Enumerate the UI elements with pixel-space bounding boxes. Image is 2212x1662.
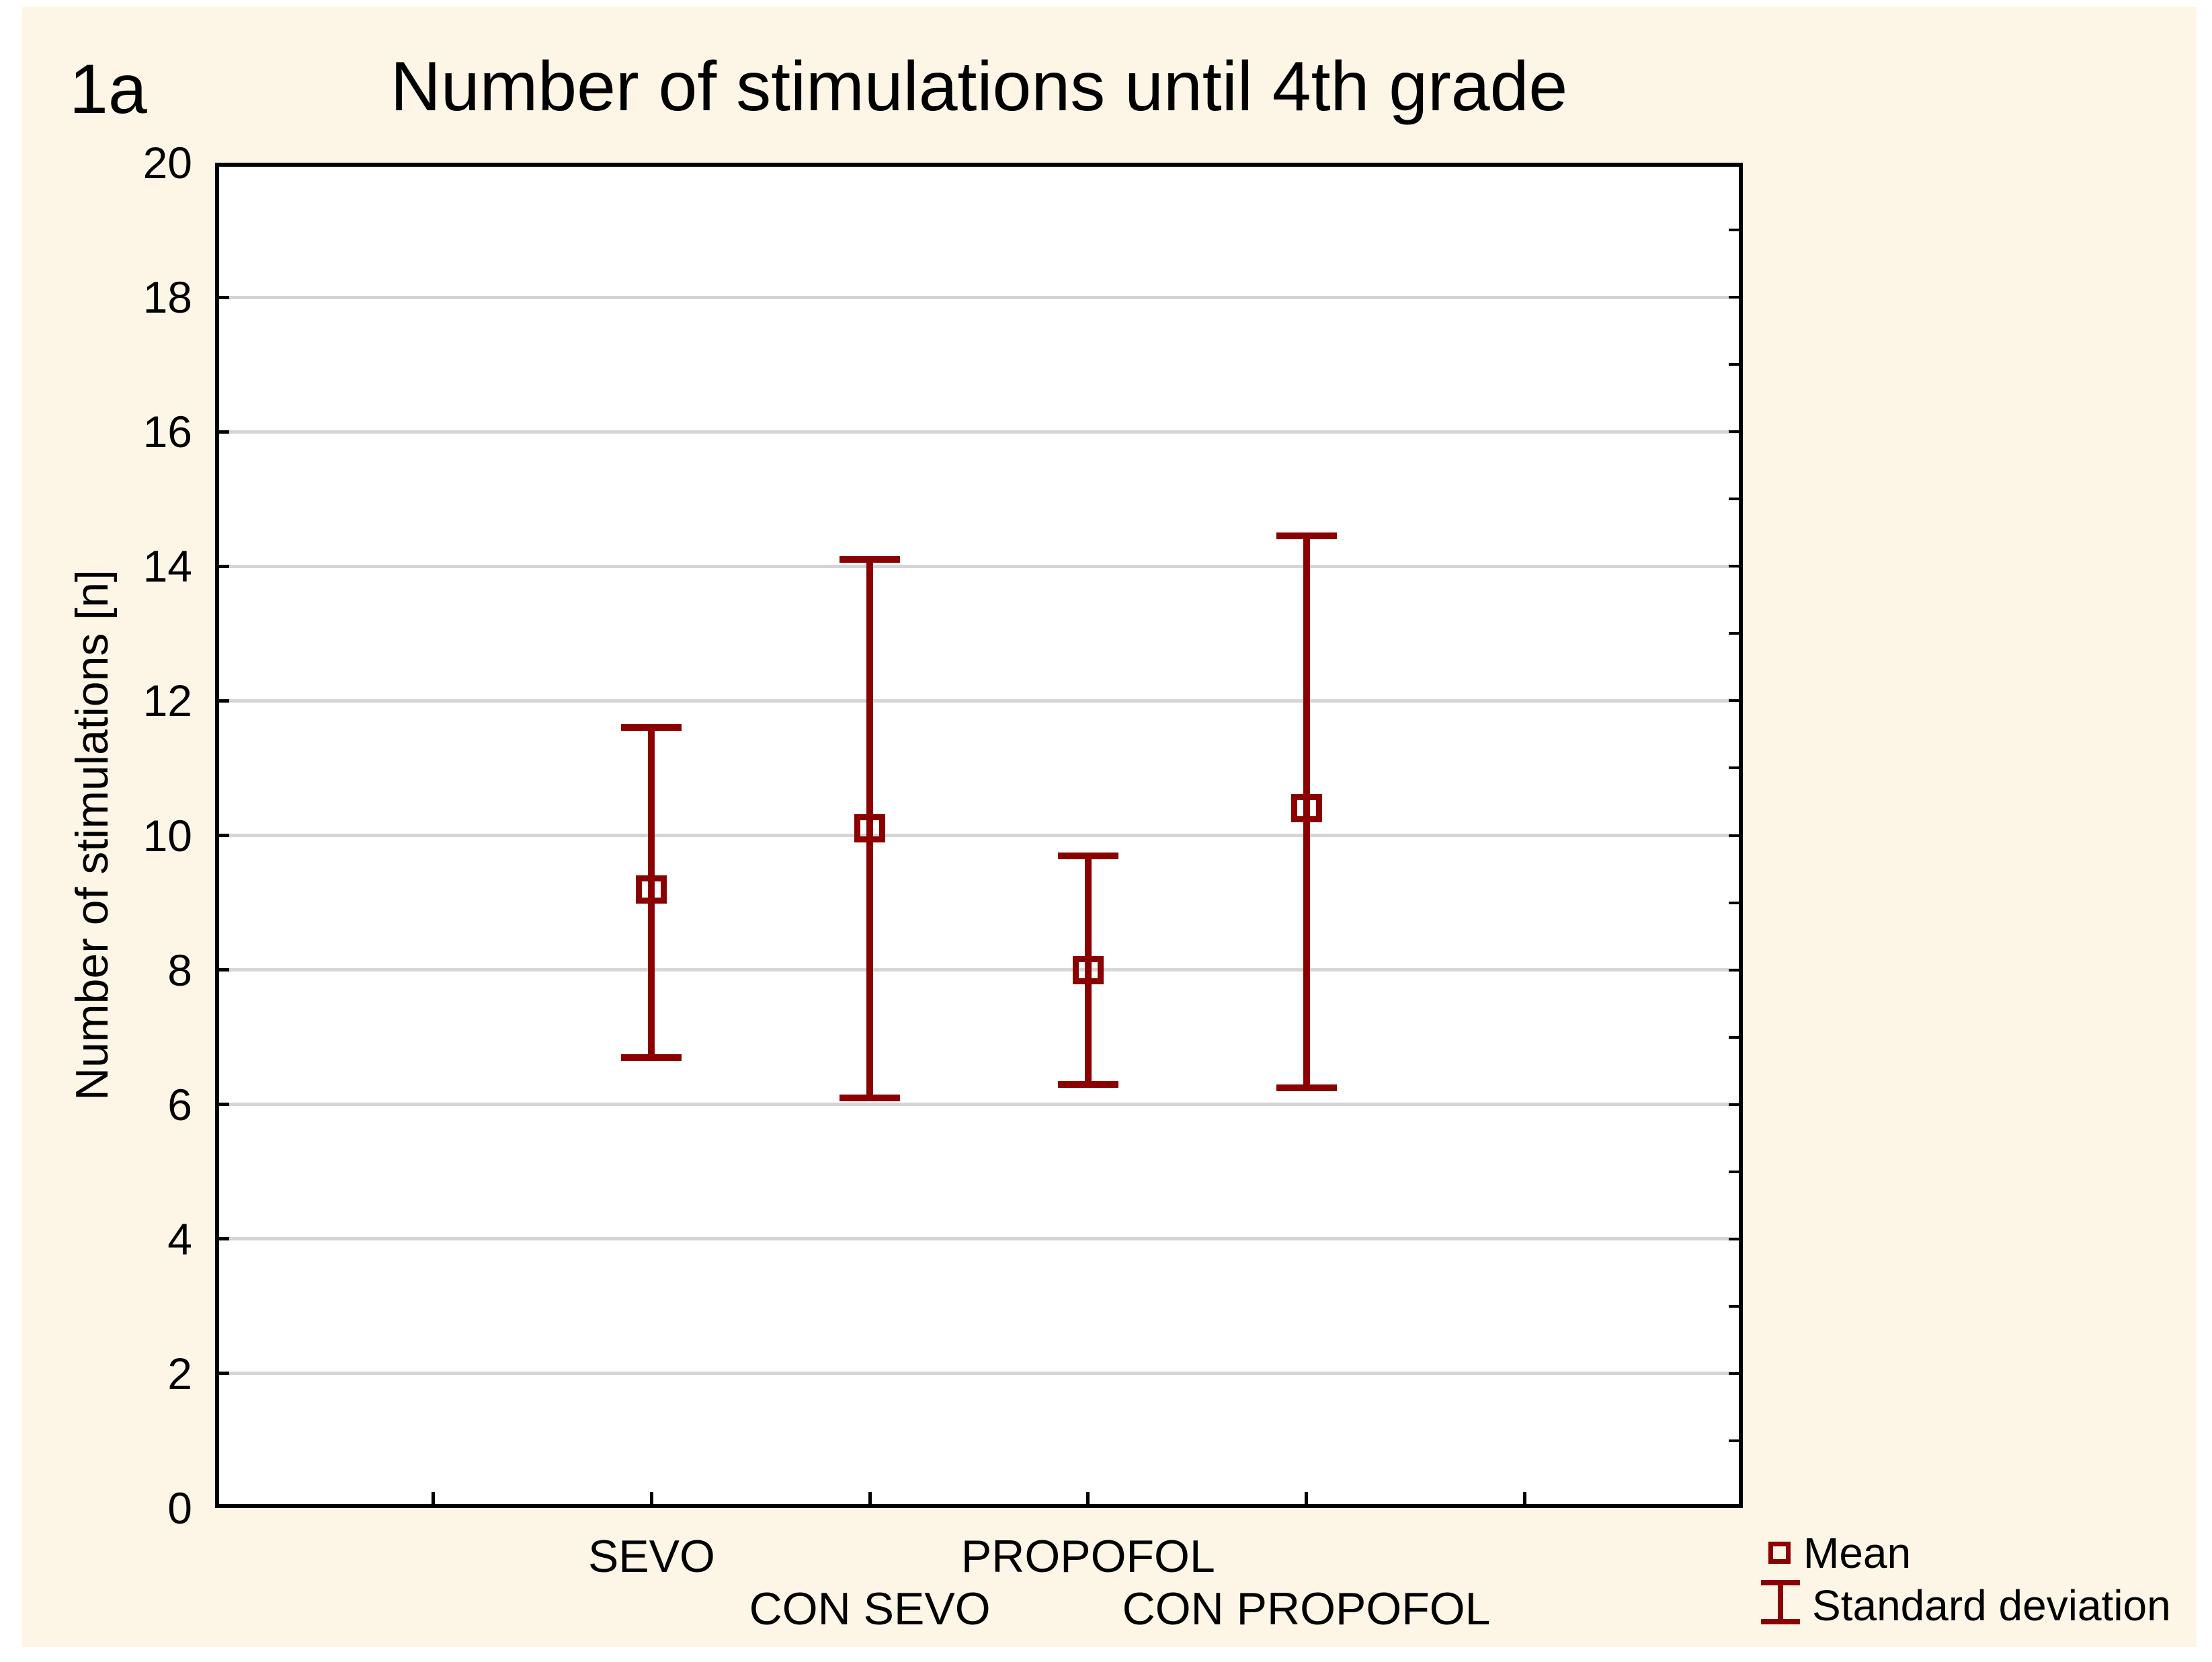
sd-cap-top — [1276, 532, 1337, 540]
y-tick-label: 0 — [167, 1483, 192, 1533]
y-tick-label: 4 — [167, 1214, 192, 1264]
sd-line — [866, 561, 874, 1096]
y-axis-minor-tick-right — [1729, 968, 1739, 972]
y-axis-tick — [219, 430, 229, 434]
x-axis-tick — [649, 1492, 653, 1504]
sd-cap-bottom — [1276, 1084, 1337, 1091]
gridline — [219, 1372, 1739, 1376]
figure-label: 1a — [69, 50, 147, 128]
y-axis-minor-tick-right — [1729, 1304, 1739, 1308]
sd-cap-bottom — [839, 1094, 901, 1101]
sd-line — [1303, 538, 1310, 1086]
y-axis-minor-tick-right — [1729, 229, 1739, 232]
y-tick-label: 14 — [142, 541, 192, 592]
gridline — [219, 699, 1739, 703]
x-category-label: CON PROPOFOL — [1122, 1583, 1491, 1634]
y-axis-tick — [219, 1103, 229, 1107]
error-bar-con-propofol — [1276, 532, 1337, 1091]
y-axis-tick — [219, 564, 229, 568]
x-axis-tick — [1522, 1492, 1526, 1504]
y-axis-tick — [219, 1372, 229, 1376]
y-tick-label: 6 — [167, 1079, 192, 1130]
legend-error-bar-icon — [1761, 1580, 1800, 1624]
x-axis-tick — [1305, 1492, 1309, 1504]
gridline — [219, 564, 1739, 568]
y-tick-label: 16 — [142, 407, 192, 457]
error-bar-propofol — [1057, 852, 1118, 1088]
gridline — [219, 295, 1739, 299]
error-bar-con-sevo — [839, 556, 901, 1101]
gridline — [219, 1237, 1739, 1241]
y-axis-tick — [219, 968, 229, 972]
y-tick-label: 20 — [142, 138, 192, 188]
y-axis-minor-tick-right — [1729, 1439, 1739, 1442]
y-tick-label: 12 — [142, 676, 192, 726]
x-axis-tick — [432, 1492, 436, 1504]
gridline — [219, 1103, 1739, 1107]
gridline — [219, 430, 1739, 434]
x-category-label: PROPOFOL — [960, 1531, 1215, 1582]
y-tick-label: 2 — [167, 1348, 192, 1398]
y-axis-minor-tick-right — [1729, 1372, 1739, 1375]
legend-mean-marker-icon — [1768, 1542, 1791, 1564]
y-axis-tick — [219, 1237, 229, 1241]
sd-cap-top — [839, 556, 901, 563]
x-category-label: CON SEVO — [749, 1583, 991, 1634]
sd-cap-top — [621, 724, 682, 731]
legend-mean-label: Mean — [1803, 1529, 1912, 1577]
mean-marker — [854, 814, 886, 843]
y-axis-minor-tick-right — [1729, 498, 1739, 501]
x-category-label: SEVO — [587, 1531, 715, 1582]
y-axis-minor-tick-right — [1729, 1170, 1739, 1173]
y-axis-minor-tick-right — [1729, 296, 1739, 299]
y-axis-minor-tick-right — [1729, 1103, 1739, 1106]
sd-line — [648, 729, 655, 1056]
y-axis-minor-tick-right — [1729, 1035, 1739, 1039]
y-axis-tick — [219, 834, 229, 837]
mean-marker — [636, 875, 667, 904]
x-axis-tick — [868, 1492, 872, 1504]
figure-panel: 1a Number of stimulations until 4th grad… — [22, 7, 2197, 1647]
y-axis-minor-tick-right — [1729, 565, 1739, 568]
y-axis-tick — [219, 699, 229, 703]
gridline — [219, 968, 1739, 972]
x-axis-tick — [1086, 1492, 1090, 1504]
sd-line — [1084, 857, 1092, 1082]
gridline — [219, 834, 1739, 837]
y-axis-minor-tick-right — [1729, 1237, 1739, 1240]
y-axis-minor-tick-right — [1729, 430, 1739, 434]
y-tick-label: 18 — [142, 272, 192, 323]
legend-sd-label: Standard deviation — [1812, 1581, 2171, 1630]
sd-cap-top — [1057, 852, 1118, 859]
y-axis-minor-tick-right — [1729, 901, 1739, 904]
y-axis-title: Number of stimulations [n] — [67, 569, 118, 1101]
plot-area — [215, 163, 1743, 1508]
y-axis-minor-tick-right — [1729, 766, 1739, 770]
error-bar-sevo — [621, 724, 682, 1061]
y-axis-minor-tick-right — [1729, 632, 1739, 635]
y-axis-tick — [219, 295, 229, 299]
y-axis-minor-tick-right — [1729, 363, 1739, 366]
mean-marker — [1291, 794, 1322, 823]
mean-marker — [1072, 955, 1104, 984]
chart-title: Number of stimulations until 4th grade — [390, 48, 1568, 126]
y-tick-label: 8 — [167, 945, 192, 995]
y-tick-label: 10 — [142, 810, 192, 861]
sd-cap-bottom — [621, 1054, 682, 1061]
sd-cap-bottom — [1057, 1080, 1118, 1088]
y-axis-minor-tick-right — [1729, 699, 1739, 703]
y-axis-minor-tick-right — [1729, 834, 1739, 837]
